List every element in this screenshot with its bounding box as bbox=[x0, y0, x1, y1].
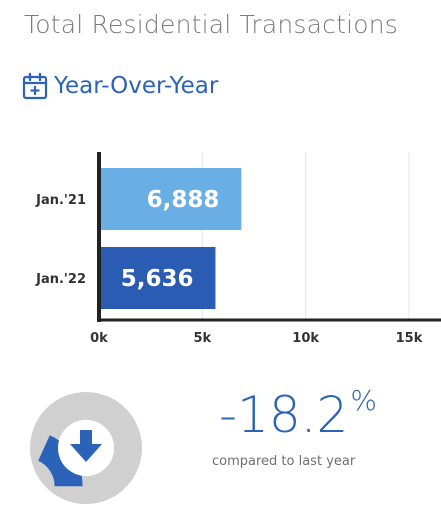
x-tick-label: 0k bbox=[90, 331, 108, 346]
stat-unit: % bbox=[350, 384, 377, 418]
x-tick-label: 15k bbox=[396, 331, 423, 346]
x-tick-label: 5k bbox=[193, 331, 211, 346]
bar-value-label: 6,888 bbox=[147, 187, 220, 213]
bar bbox=[99, 247, 216, 309]
page-title: Total Residential Transactions bbox=[24, 10, 399, 39]
x-tick-label: 10k bbox=[292, 331, 319, 346]
bar-value-label: 5,636 bbox=[121, 266, 194, 292]
stat-caption: compared to last year bbox=[212, 454, 356, 469]
arrow-down-icon bbox=[70, 430, 102, 462]
donut-change-arc bbox=[37, 435, 83, 488]
stat-number: -18.2 bbox=[219, 386, 349, 444]
change-donut bbox=[30, 392, 142, 508]
stat-value: -18.2% bbox=[219, 387, 377, 440]
category-label: Jan.'21 bbox=[35, 193, 86, 208]
subtitle: Year-Over-Year bbox=[54, 73, 219, 99]
bar bbox=[99, 168, 242, 230]
category-label: Jan.'22 bbox=[35, 272, 86, 287]
bar-chart: 6,888 Jan.'21 5,636 Jan.'22 0k 5k 10k 15k bbox=[35, 152, 441, 346]
subtitle-row: Year-Over-Year bbox=[22, 72, 218, 100]
calendar-plus-icon bbox=[22, 72, 48, 100]
